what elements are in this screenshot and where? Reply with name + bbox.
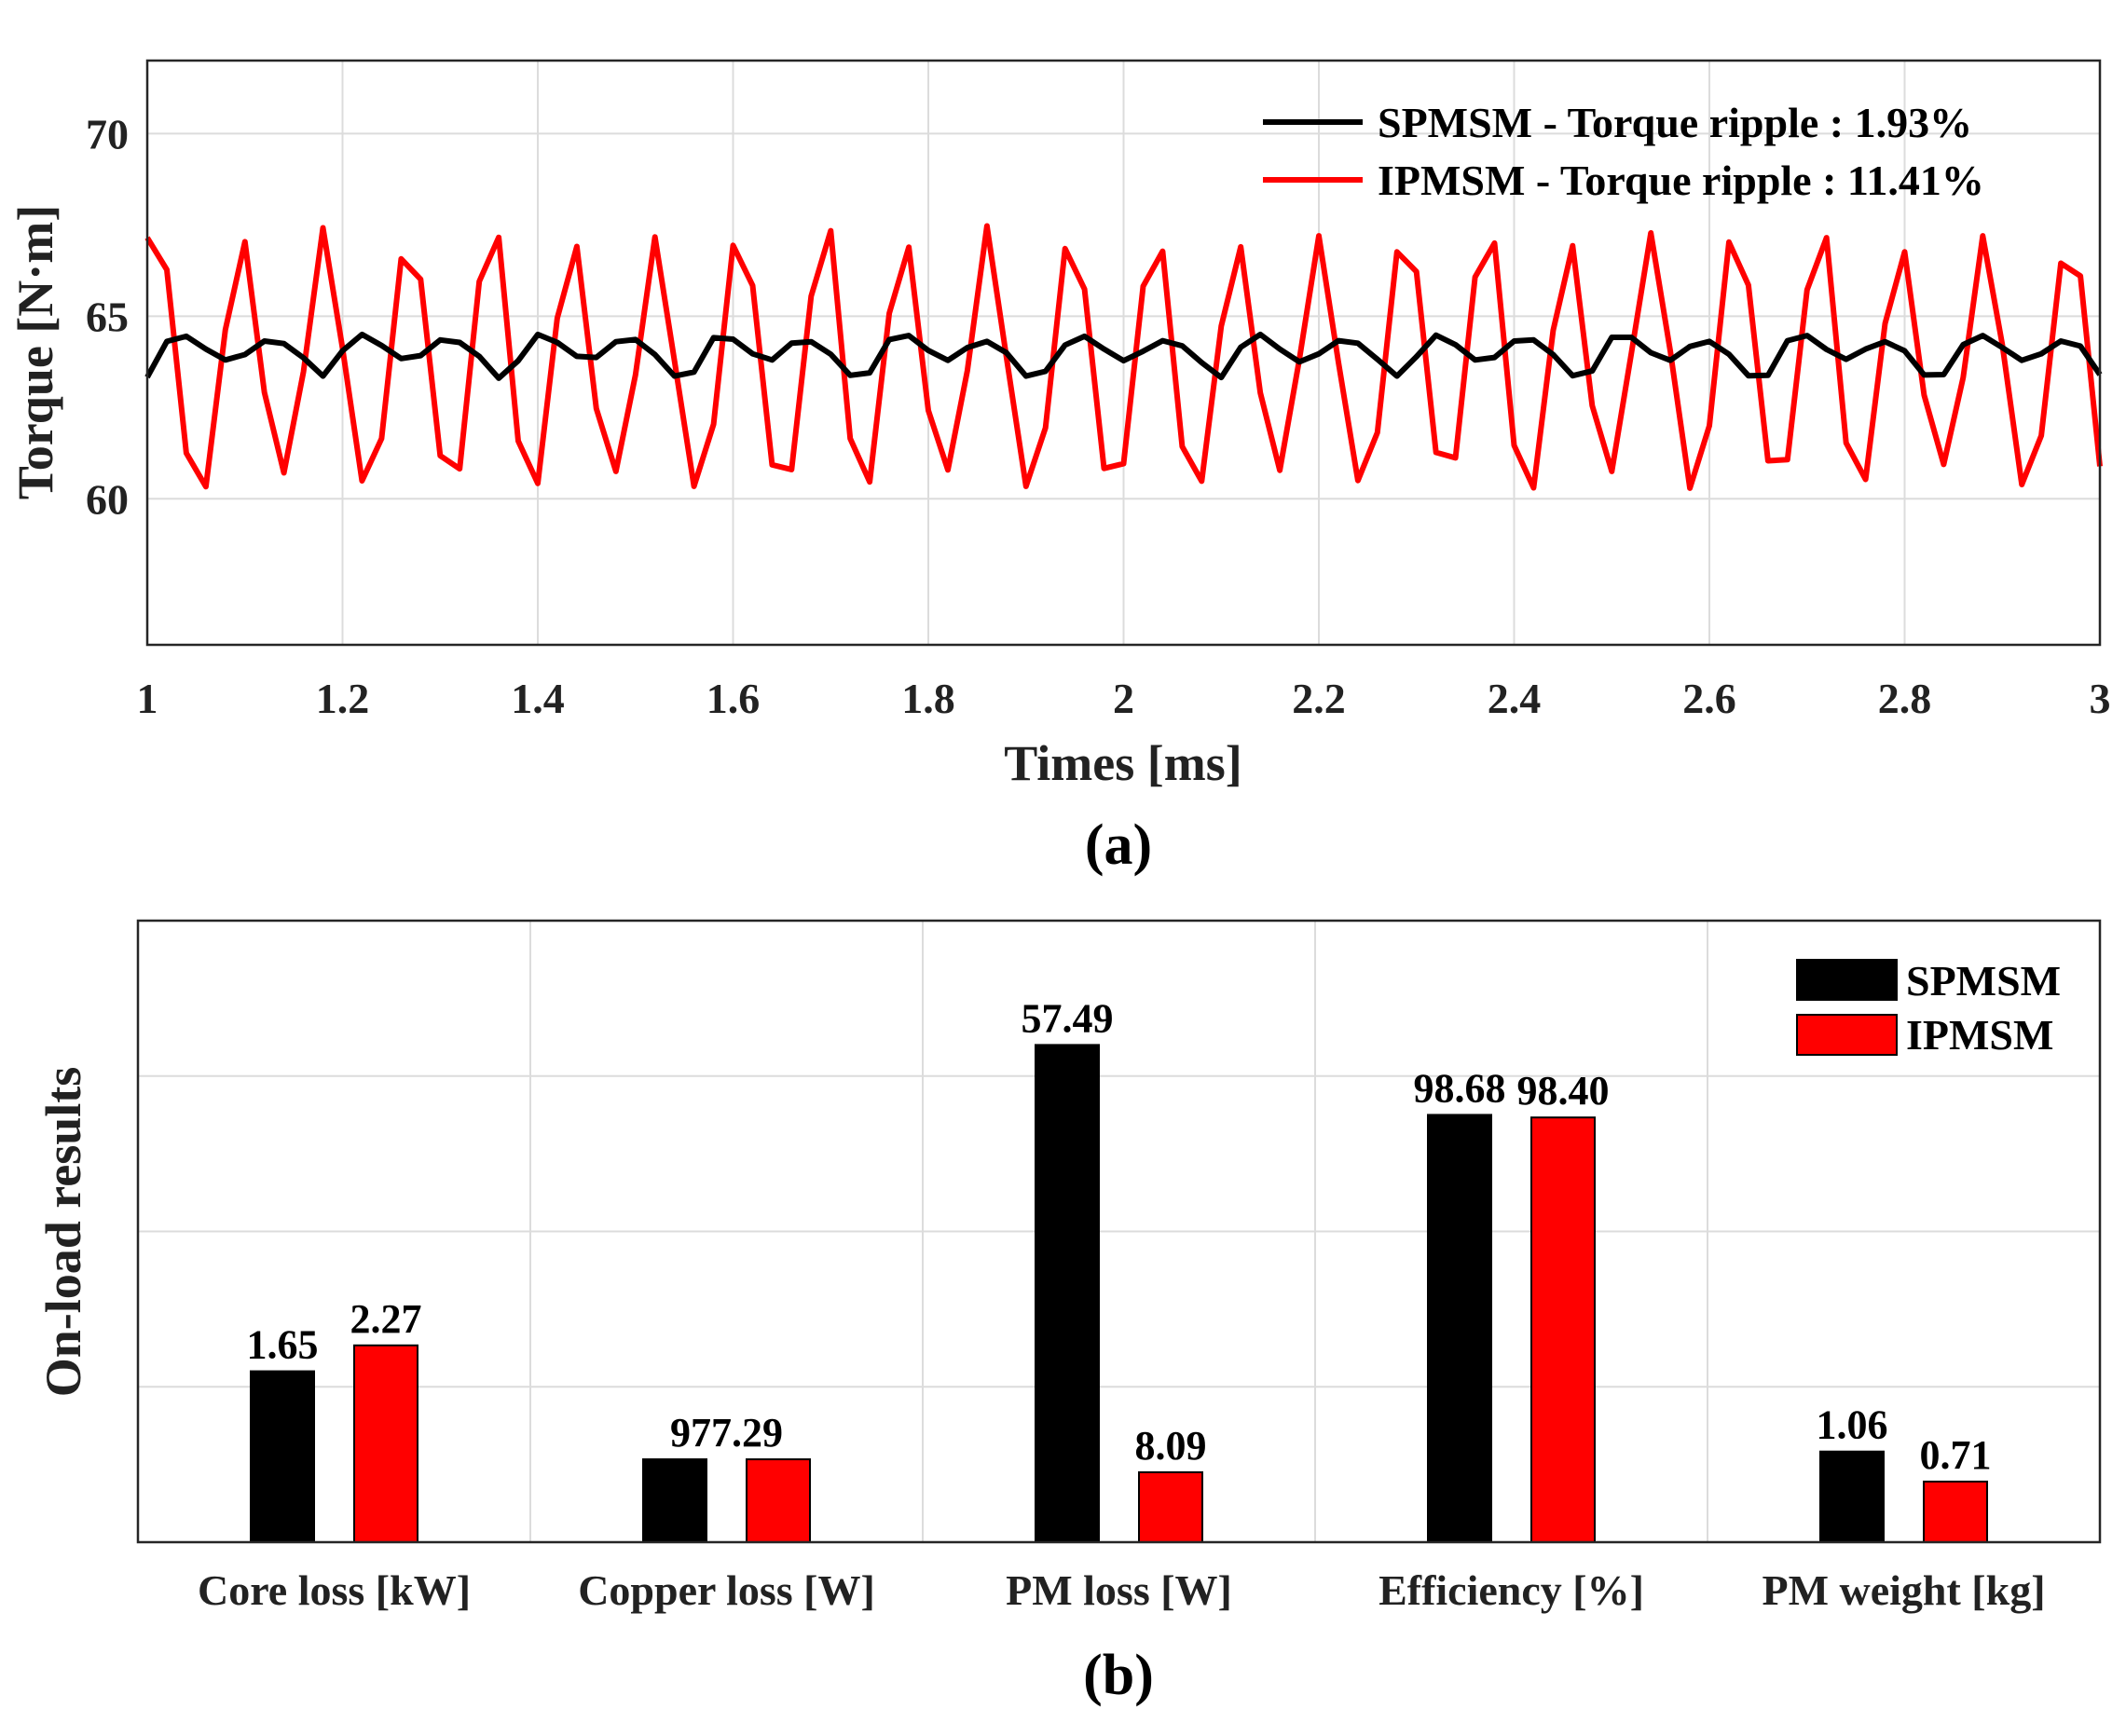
results-category-label: Core loss [kW] (198, 1566, 471, 1614)
bar-value-label: 98.68 (1414, 1065, 1506, 1111)
results-category-label: Copper loss [W] (578, 1566, 875, 1614)
legend-label-spmsm: SPMSM (1906, 957, 2061, 1005)
torque-legend: SPMSM - Torque ripple : 1.93% IPMSM - To… (1263, 99, 1984, 204)
bar-ipmsm-5 (1923, 1480, 1988, 1544)
torque-x-tick-label: 1.2 (316, 675, 370, 722)
bar-value-label: 2.27 (350, 1296, 422, 1342)
torque-x-tick-label: 3 (2090, 675, 2111, 722)
torque-y-axis-label: Torque [N·m] (7, 205, 63, 500)
panel-b-label: (b) (1083, 1644, 1154, 1707)
torque-x-tick-label: 2 (1113, 675, 1134, 722)
torque-x-tick-label: 2.2 (1292, 675, 1346, 722)
bar-spmsm-2 (642, 1458, 707, 1543)
torque-x-tick-labels: 1 1.2 1.4 1.6 1.8 2 2.2 2.4 2.6 2.8 3 (137, 675, 2111, 722)
results-axes-frame (136, 919, 2102, 1544)
bar-ipmsm-4 (1530, 1116, 1596, 1543)
torque-y-tick-labels: 60 65 70 (86, 110, 129, 523)
bar-spmsm-1 (250, 1370, 315, 1543)
torque-series-group (144, 223, 2103, 491)
spmsm-torque-line (144, 331, 2103, 381)
legend-label-ipmsm-ripple: IPMSM - Torque ripple : 11.41% (1378, 157, 1984, 204)
torque-x-axis-label: Times [ms] (1004, 735, 1241, 791)
torque-x-tick-label: 1.4 (511, 675, 565, 722)
panel-a-label: (a) (1085, 813, 1152, 877)
results-bars (250, 1044, 1988, 1544)
bar-spmsm-5 (1819, 1450, 1885, 1543)
torque-x-tick-label: 2.8 (1878, 675, 1932, 722)
torque-x-tick-label: 2.4 (1488, 675, 1542, 722)
torque-y-tick-label: 60 (86, 475, 129, 523)
legend-label-ipmsm: IPMSM (1906, 1011, 2053, 1059)
bar-value-label: 8.09 (1135, 1423, 1207, 1469)
results-y-axis-label: On-load results (35, 1067, 91, 1398)
results-category-label: PM loss [W] (1006, 1566, 1232, 1614)
bar-ipmsm-1 (353, 1344, 418, 1543)
torque-y-tick-label: 65 (86, 293, 129, 340)
bar-ipmsm-3 (1138, 1470, 1203, 1544)
bar-value-label: 977.29 (670, 1410, 783, 1456)
results-grid (138, 921, 2100, 1542)
results-category-labels: Core loss [kW] Copper loss [W] PM loss [W]… (198, 1566, 2046, 1614)
bar-spmsm-3 (1035, 1044, 1100, 1543)
legend-swatch-ipmsm (1796, 1014, 1898, 1056)
bar-ipmsm-2 (746, 1458, 811, 1543)
torque-x-tick-label: 1.6 (706, 675, 761, 722)
bar-value-label: 1.65 (247, 1322, 319, 1368)
bar-value-label: 98.40 (1517, 1068, 1610, 1114)
torque-x-tick-label: 1 (137, 675, 158, 722)
torque-y-tick-label: 70 (86, 110, 129, 157)
torque-x-tick-label: 2.6 (1682, 675, 1736, 722)
bar-value-label: 57.49 (1022, 995, 1114, 1041)
bar-value-label: 1.06 (1817, 1402, 1888, 1448)
results-category-label: Efficiency [%] (1378, 1566, 1644, 1614)
bar-value-label: 0.71 (1920, 1432, 1992, 1478)
torque-panel: 1 1.2 1.4 1.6 1.8 2 2.2 2.4 2.6 2.8 3 60 65 70 Times… (7, 59, 2111, 877)
ipmsm-torque-line (144, 223, 2103, 491)
results-category-label: PM weight [kg] (1762, 1566, 2045, 1614)
legend-swatch-spmsm (1796, 959, 1898, 1001)
results-panel: 1.65 2.27 977.29 57.49 8.09 98.68 98.40 1.06 0.7… (35, 919, 2102, 1707)
legend-label-spmsm-ripple: SPMSM - Torque ripple : 1.93% (1378, 99, 1972, 146)
torque-axes-frame (145, 59, 2102, 647)
bar-spmsm-4 (1427, 1114, 1492, 1543)
results-legend: SPMSM IPMSM (1796, 957, 2061, 1059)
torque-x-tick-label: 1.8 (901, 675, 955, 722)
results-value-labels: 1.65 2.27 977.29 57.49 8.09 98.68 98.40 1.06 0.7… (247, 995, 1992, 1478)
